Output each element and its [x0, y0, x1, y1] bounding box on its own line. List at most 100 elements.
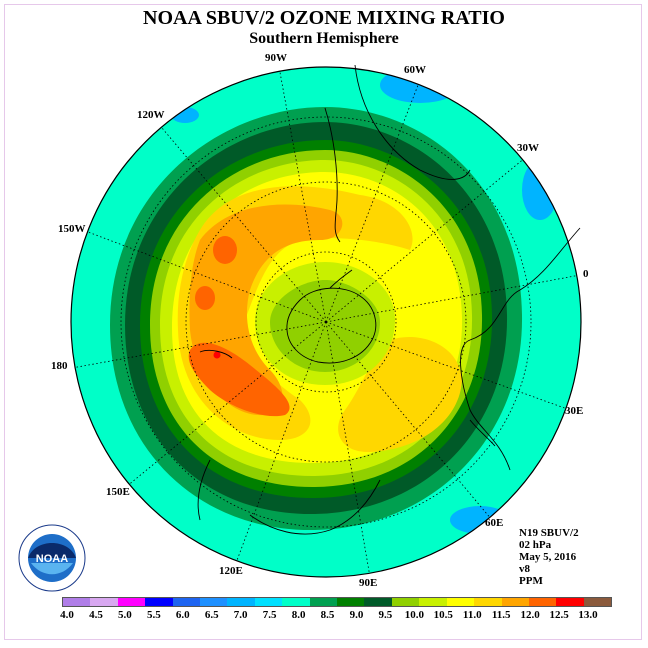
meridian-120e	[235, 321, 327, 564]
lon-label-60w: 60W	[404, 64, 426, 76]
globe-outline	[70, 66, 582, 578]
date-label: May 5, 2016	[519, 551, 577, 563]
colorbar-segment	[309, 598, 338, 606]
band-12-0-patch	[213, 236, 237, 264]
band-12-5-max	[213, 351, 221, 359]
colorbar-segment	[63, 598, 91, 606]
meridian-60e	[325, 321, 493, 521]
colorbar-tick-label: 9.5	[378, 609, 393, 621]
pacific-island-coast	[199, 349, 233, 359]
colorbar-tick-label: 11.5	[491, 609, 511, 621]
graticule	[71, 67, 581, 577]
meridian-0	[325, 274, 581, 323]
colorbar-tick-label: 10.0	[404, 609, 424, 621]
band-7-0-patch	[522, 160, 558, 220]
lon-label-150e: 150E	[106, 486, 130, 498]
colorbar-ticks: 4.0 4.5 5.0 5.5 6.0 6.5 7.0 7.5 8.0 8.5 9.0 9.5 10.0…	[0, 609, 648, 623]
antarctic-peninsula	[329, 269, 353, 289]
colorbar-segment	[583, 598, 612, 606]
colorbar-segment	[90, 598, 118, 606]
colorbar-segment	[337, 598, 365, 606]
meridian-150w	[87, 231, 327, 323]
figure-frame	[4, 4, 642, 640]
colorbar-segment	[446, 598, 475, 606]
colorbar-tick-label: 11.0	[462, 609, 482, 621]
colorbar-tick-label: 7.0	[233, 609, 248, 621]
meridian-90e	[325, 321, 371, 577]
new-zealand-coast	[197, 459, 211, 521]
colorbar-segment	[145, 598, 173, 606]
colorbar-tick-label: 9.0	[349, 609, 364, 621]
colorbar-segment	[556, 598, 584, 606]
colorbar-segment	[117, 598, 146, 606]
colorbar-tick-label: 8.0	[291, 609, 306, 621]
colorbar-tick-label: 6.0	[175, 609, 190, 621]
lon-label-0: 0	[583, 268, 589, 280]
latitude-circle	[255, 251, 397, 393]
band-12-0-patch	[195, 286, 215, 310]
colorbar-tick-label: 8.5	[320, 609, 335, 621]
meridian-180	[71, 321, 327, 369]
colorbar-segment	[282, 598, 310, 606]
logo-text: NOAA	[36, 553, 68, 565]
band-11-0-east	[338, 336, 462, 453]
colorbar-tick-label: 6.5	[204, 609, 219, 621]
colorbar-segment	[474, 598, 502, 606]
colorbar-tick-label: 10.5	[433, 609, 453, 621]
lon-label-120w: 120W	[137, 109, 165, 121]
latitude-circle	[185, 181, 467, 463]
madagascar-coast	[469, 419, 496, 447]
colorbar-segment	[501, 598, 529, 606]
south-america-west-coast	[324, 107, 341, 243]
colorbar-segment	[419, 598, 447, 606]
africa-coast	[460, 227, 581, 471]
colorbar-tick-label: 5.0	[118, 609, 132, 621]
colorbar-segment	[200, 598, 228, 606]
colorbar-segment	[227, 598, 255, 606]
colorbar-tick-label: 4.5	[89, 609, 103, 621]
colorbar-tick-label: 5.5	[146, 609, 161, 621]
satellite-label: N19 SBUV/2	[519, 527, 579, 539]
lon-label-150w: 150W	[58, 223, 86, 235]
colorbar-tick-label: 12.5	[549, 609, 569, 621]
colorbar-tick-label: 7.5	[262, 609, 277, 621]
logo-wave	[31, 563, 73, 575]
figure-title: NOAA SBUV/2 OZONE MIXING RATIO	[143, 7, 505, 29]
meridian-30e	[325, 321, 571, 411]
lon-label-30e: 30E	[565, 405, 584, 417]
lon-label-90w: 90W	[265, 52, 287, 64]
antarctica-coast	[286, 287, 377, 364]
colorbar-segment	[172, 598, 201, 606]
colorbar-segment	[391, 598, 420, 606]
meridian-30w	[325, 156, 527, 323]
lon-label-180: 180	[51, 360, 68, 372]
latitude-circle	[120, 116, 532, 528]
pressure-level-label: 02 hPa	[519, 539, 552, 551]
lon-label-60e: 60E	[485, 517, 504, 529]
colorbar-segment	[364, 598, 392, 606]
version-label: v8	[519, 563, 530, 575]
australia-coast	[249, 479, 381, 535]
south-america-east-coast	[354, 64, 471, 180]
lon-label-30w: 30W	[517, 142, 539, 154]
figure-subtitle: Southern Hemisphere	[249, 30, 399, 47]
meridian-60w	[325, 79, 421, 323]
meridian-90w	[278, 67, 327, 323]
units-label: PPM	[519, 575, 543, 587]
lon-label-120e: 120E	[219, 565, 243, 577]
coastlines	[197, 64, 581, 535]
colorbar	[62, 597, 612, 607]
ozone-contour-field	[71, 67, 581, 577]
colorbar-segment	[528, 598, 557, 606]
colorbar-segment	[254, 598, 283, 606]
noaa-logo: NOAA	[18, 524, 86, 592]
colorbar-tick-label: 12.0	[520, 609, 540, 621]
band-12-0	[188, 342, 290, 417]
colorbar-tick-label: 13.0	[578, 609, 598, 621]
logo-bird	[28, 543, 76, 558]
meridian-150e	[125, 321, 327, 488]
lon-label-90e: 90E	[359, 577, 378, 589]
dataset-info: N19 SBUV/2 02 hPa May 5, 2016 v8 PPM	[519, 527, 579, 587]
colorbar-tick-label: 4.0	[60, 609, 74, 621]
